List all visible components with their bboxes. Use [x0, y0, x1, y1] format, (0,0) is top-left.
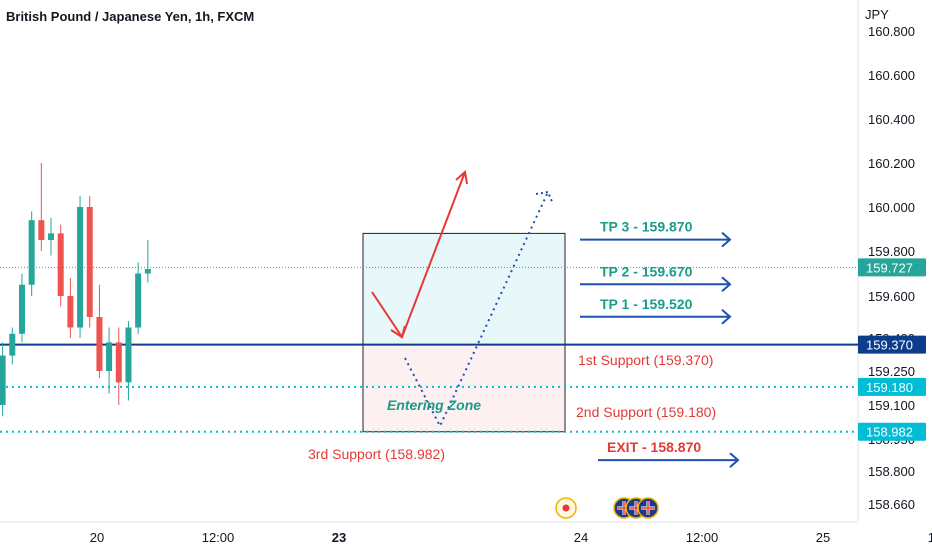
y-tick-label: 159.100 [868, 398, 915, 413]
candle-body [96, 317, 103, 371]
price-badge [858, 258, 926, 277]
y-tick-label: 159.600 [868, 289, 915, 304]
candle-body [144, 269, 151, 274]
currency-label: JPY [865, 7, 889, 22]
price-badge-label: 159.727 [866, 260, 913, 275]
x-tick-label: 24 [574, 530, 588, 545]
price-badge [858, 377, 926, 396]
y-tick-label: 159.250 [868, 364, 915, 379]
candle-body [77, 207, 84, 328]
target-label: TP 3 - 159.870 [600, 219, 693, 235]
y-tick-label: 160.600 [868, 68, 915, 83]
candle-body [28, 220, 35, 285]
candle-body [67, 296, 74, 328]
candle-body [135, 273, 142, 328]
x-tick-label: 20 [90, 530, 104, 545]
x-tick-label: 12:00 [686, 530, 719, 545]
price-badge-label: 158.982 [866, 425, 913, 440]
candle-body [9, 333, 16, 356]
event-dot-icon [562, 504, 570, 512]
target-label: TP 2 - 159.670 [600, 263, 693, 279]
candle-body [125, 327, 132, 383]
y-tick-label: 160.200 [868, 156, 915, 171]
y-tick-label: 159.800 [868, 244, 915, 259]
candle-body [48, 233, 55, 240]
target-zone-box [362, 232, 566, 346]
candle-body [0, 355, 6, 405]
price-badge-label: 159.180 [866, 380, 913, 395]
target-arrow-head [729, 452, 740, 468]
candle-body [115, 342, 122, 383]
target-label: EXIT - 158.870 [607, 439, 701, 455]
x-tick-label: 25 [816, 530, 830, 545]
candle-body [38, 220, 45, 240]
alt-arrow-head [535, 190, 554, 205]
support-label: 2nd Support (159.180) [576, 404, 716, 420]
target-arrow-head [721, 231, 732, 248]
bullish-arrow-pivot [390, 325, 406, 339]
candle-body [18, 284, 25, 334]
y-tick-label: 160.400 [868, 112, 915, 127]
chart-title: British Pound / Japanese Yen, 1h, FXCM [6, 9, 255, 24]
target-arrow-head [721, 276, 732, 293]
target-label: TP 1 - 159.520 [600, 296, 693, 312]
entering-zone-label: Entering Zone [387, 397, 481, 413]
price-badge-label: 159.370 [866, 338, 913, 353]
bullish-arrow-head [455, 170, 468, 185]
x-tick-label: 23 [332, 530, 346, 545]
support-label: 1st Support (159.370) [578, 352, 713, 368]
y-tick-label: 158.800 [868, 464, 915, 479]
y-tick-label: 160.800 [868, 24, 915, 39]
candle-body [57, 233, 64, 296]
price-badge [858, 335, 926, 354]
alt-path-dotted [404, 191, 549, 429]
price-badge [858, 422, 926, 441]
x-tick-label: 12:00 [928, 530, 932, 545]
y-tick-label: 158.660 [868, 497, 915, 512]
y-tick-label: 160.000 [868, 200, 915, 215]
x-tick-label: 12:00 [202, 530, 235, 545]
candle-body [106, 342, 113, 371]
target-arrow-head [721, 309, 732, 325]
entering-zone-box [362, 344, 566, 433]
candle-body [86, 207, 93, 317]
support-label: 3rd Support (158.982) [308, 446, 445, 462]
